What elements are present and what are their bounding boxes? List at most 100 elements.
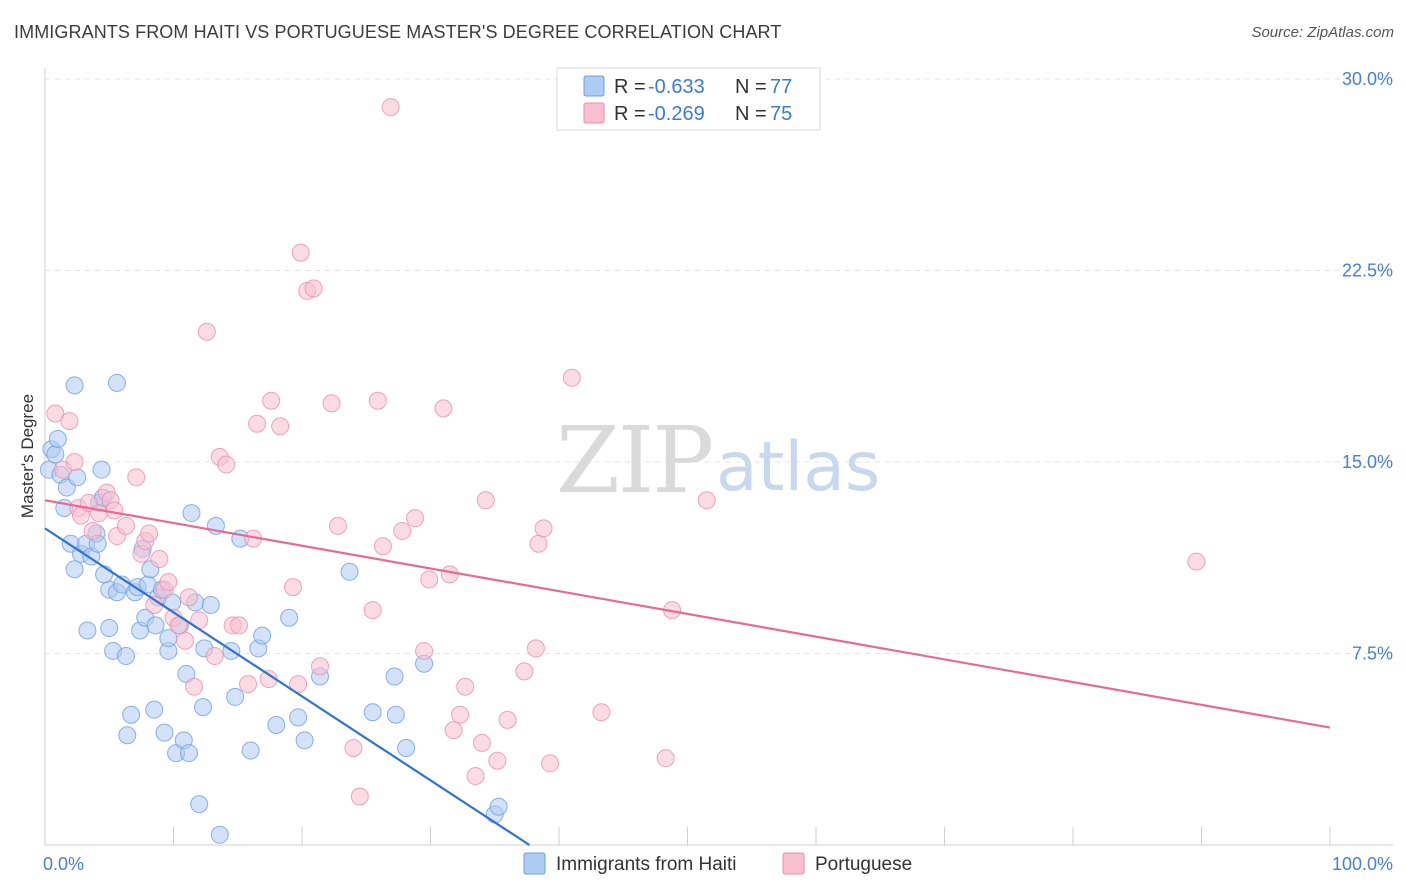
point-haiti — [363, 703, 382, 722]
series-legend-label-portuguese: Portuguese — [815, 854, 912, 875]
point-portuguese — [420, 570, 439, 589]
point-portuguese — [284, 578, 303, 597]
legend-swatch-portuguese — [583, 102, 605, 124]
point-portuguese — [304, 279, 323, 298]
legend-n-label-haiti: N = — [735, 76, 767, 98]
legend-n-value-haiti: 77 — [770, 76, 792, 98]
point-haiti — [155, 723, 174, 742]
point-portuguese — [415, 641, 434, 660]
point-haiti — [241, 741, 260, 760]
point-portuguese — [46, 404, 65, 423]
point-portuguese — [368, 391, 387, 410]
point-portuguese — [373, 537, 392, 556]
point-portuguese — [472, 733, 491, 752]
point-portuguese — [526, 639, 545, 658]
point-portuguese — [127, 468, 146, 487]
point-portuguese — [515, 662, 534, 681]
point-haiti — [295, 731, 314, 750]
point-haiti — [194, 698, 213, 717]
point-portuguese — [456, 677, 475, 696]
trend-lines — [44, 499, 1331, 846]
point-portuguese — [291, 243, 310, 262]
point-portuguese — [406, 509, 425, 528]
point-haiti — [65, 376, 84, 395]
point-portuguese — [529, 534, 548, 553]
point-portuguese — [444, 721, 463, 740]
point-haiti — [65, 560, 84, 579]
point-portuguese — [262, 391, 281, 410]
legend-n-value-portuguese: 75 — [770, 103, 792, 125]
series-legend-swatch-haiti — [523, 852, 546, 875]
point-portuguese — [344, 738, 363, 757]
tick-labels: 7.5% 15.0% 22.5% 30.0% 0.0% 100.0% — [43, 69, 1393, 874]
y-axis-label: Master's Degree — [18, 394, 37, 518]
point-haiti — [95, 565, 114, 584]
series-legend: Immigrants from Haiti Portuguese — [523, 852, 912, 875]
y-tick-label: 15.0% — [1342, 452, 1393, 472]
point-portuguese — [271, 417, 290, 436]
point-portuguese — [393, 521, 412, 540]
point-portuguese — [451, 705, 470, 724]
point-portuguese — [476, 491, 495, 510]
y-tick-label: 22.5% — [1342, 261, 1393, 281]
point-portuguese — [1187, 552, 1206, 571]
point-portuguese — [440, 565, 459, 584]
point-portuguese — [363, 601, 382, 620]
series-legend-swatch-portuguese — [782, 852, 805, 875]
point-portuguese — [140, 524, 159, 543]
point-haiti — [145, 700, 164, 719]
point-haiti — [397, 738, 416, 757]
point-portuguese — [466, 767, 485, 786]
trendline-haiti — [44, 527, 531, 846]
point-portuguese — [381, 98, 400, 117]
point-portuguese — [116, 516, 135, 535]
point-portuguese — [83, 521, 102, 540]
trendline-portuguese — [44, 499, 1331, 729]
point-haiti — [92, 460, 111, 479]
point-portuguese — [179, 588, 198, 607]
point-haiti — [340, 562, 359, 581]
watermark-zip: ZIP — [556, 407, 712, 514]
point-portuguese — [498, 710, 517, 729]
correlation-legend: R = -0.633 N = 77 R = -0.269 N = 75 — [556, 67, 821, 131]
point-portuguese — [541, 754, 560, 773]
point-haiti — [116, 647, 135, 666]
point-haiti — [289, 708, 308, 727]
point-haiti — [118, 726, 137, 745]
point-haiti — [253, 626, 272, 645]
point-portuguese — [697, 491, 716, 510]
point-portuguese — [322, 394, 341, 413]
series-haiti-points — [39, 373, 508, 844]
point-haiti — [386, 705, 405, 724]
y-tick-label: 7.5% — [1352, 644, 1393, 664]
point-haiti — [226, 687, 245, 706]
y-tick-label: 30.0% — [1342, 69, 1393, 89]
point-haiti — [190, 795, 209, 814]
point-portuguese — [562, 368, 581, 387]
point-portuguese — [217, 455, 236, 474]
point-portuguese — [248, 414, 267, 433]
point-haiti — [100, 618, 119, 637]
point-portuguese — [328, 516, 347, 535]
point-haiti — [280, 608, 299, 627]
point-portuguese — [60, 412, 79, 431]
legend-r-value-portuguese: -0.269 — [648, 103, 705, 125]
point-portuguese — [592, 703, 611, 722]
point-haiti — [46, 445, 65, 464]
legend-n-label-portuguese: N = — [735, 103, 767, 125]
legend-r-label-portuguese: R = — [614, 103, 646, 125]
point-haiti — [179, 744, 198, 763]
point-portuguese — [197, 322, 216, 341]
point-portuguese — [239, 675, 258, 694]
chart-title: IMMIGRANTS FROM HAITI VS PORTUGUESE MAST… — [14, 22, 782, 42]
point-portuguese — [65, 453, 84, 471]
legend-r-value-haiti: -0.633 — [648, 76, 705, 98]
point-haiti — [78, 621, 97, 640]
point-portuguese — [310, 657, 329, 676]
point-haiti — [385, 667, 404, 686]
x-tick-label: 100.0% — [1332, 854, 1393, 874]
legend-swatch-haiti — [583, 75, 605, 97]
point-portuguese — [434, 399, 453, 418]
watermark-atlas: atlas — [716, 428, 880, 507]
